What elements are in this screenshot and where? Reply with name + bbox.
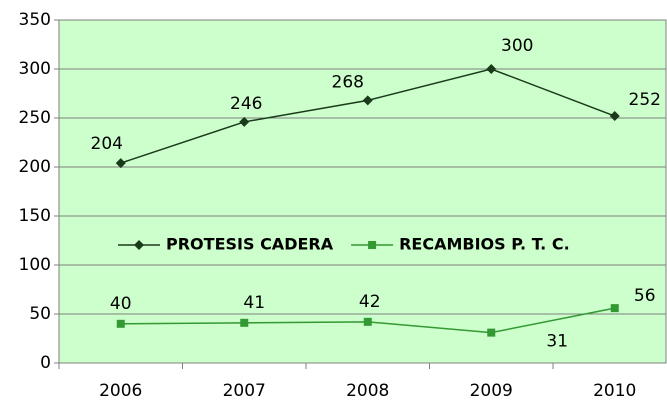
y-tick-label: 0 [40,353,51,373]
data-label: 204 [91,134,123,154]
data-label: 252 [629,90,661,110]
x-tick-label: 2009 [470,381,513,401]
marker [239,116,250,127]
data-label: 300 [501,36,533,56]
y-tick-label: 150 [19,206,51,226]
y-tick-label: 350 [19,10,51,30]
x-tick-label: 2006 [99,381,142,401]
y-tick-label: 300 [19,59,51,79]
data-label: 41 [243,293,265,313]
marker [610,304,619,313]
marker [368,241,377,249]
y-tick-label: 100 [19,255,51,275]
x-tick-label: 2007 [223,381,266,401]
legend-label: RECAMBIOS P. T. C. [399,235,570,254]
legend-label: PROTESIS CADERA [166,235,334,254]
marker [486,64,497,74]
marker [487,328,496,337]
data-label: 40 [110,294,132,314]
data-label: 56 [634,286,656,306]
y-tick-label: 250 [19,108,51,128]
data-label: 268 [332,72,364,92]
plot-area [58,19,667,364]
marker [240,318,249,327]
y-tick-label: 50 [29,304,51,324]
y-tick-label: 200 [19,157,51,177]
marker [116,319,125,328]
data-label: 31 [546,332,568,352]
x-tick-label: 2010 [593,381,636,401]
marker [609,111,620,122]
marker [134,240,144,250]
marker [362,95,373,106]
marker [363,317,372,326]
data-label: 246 [230,94,262,114]
data-label: 42 [359,292,381,312]
x-tick-label: 2008 [346,381,389,401]
marker [115,158,126,169]
